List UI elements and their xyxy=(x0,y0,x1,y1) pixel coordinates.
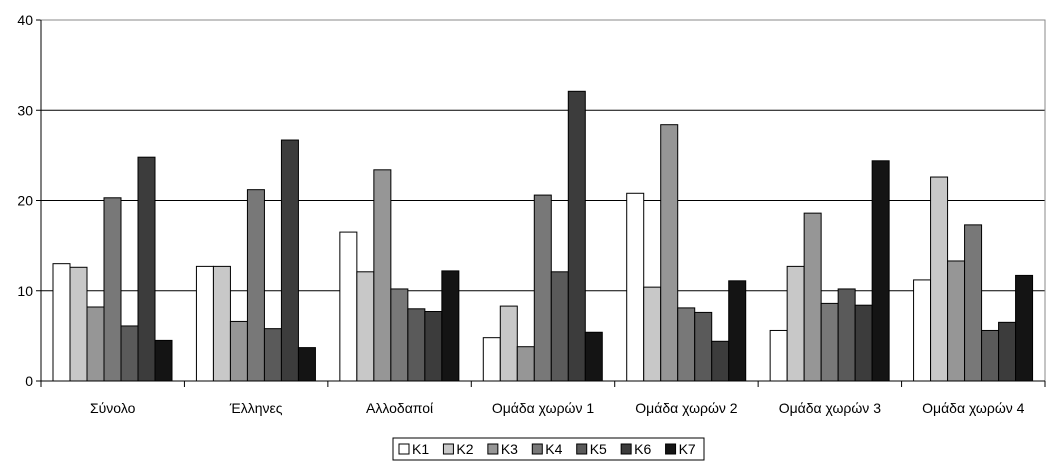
bar-k2-3 xyxy=(356,271,375,382)
bar-k7-2 xyxy=(297,347,316,382)
y-tick-label: 10 xyxy=(17,283,33,299)
legend-label-k7: K7 xyxy=(679,441,696,457)
bars xyxy=(52,90,1034,382)
bar-k5-6 xyxy=(837,288,856,382)
bar-k3-3 xyxy=(373,169,392,382)
bar-k5-1 xyxy=(120,325,139,382)
bar-k6-3 xyxy=(424,311,443,382)
bar-k7-3 xyxy=(441,270,460,382)
bar-k4-1 xyxy=(103,197,122,382)
bar-k6-4 xyxy=(567,90,586,382)
category-label: Αλλοδαποί xyxy=(366,400,433,416)
y-tick-label: 20 xyxy=(17,193,33,209)
bar-k6-7 xyxy=(998,321,1017,382)
y-tick-label: 0 xyxy=(25,373,33,389)
bar-k5-3 xyxy=(407,308,426,382)
bar-k4-7 xyxy=(964,224,983,382)
bar-k6-5 xyxy=(711,340,730,382)
bar-k2-5 xyxy=(643,286,662,382)
category-label: Ομάδα χωρών 3 xyxy=(779,400,882,416)
bar-k7-5 xyxy=(728,280,747,382)
legend-swatch-k4 xyxy=(531,443,543,455)
bar-k1-5 xyxy=(626,192,645,382)
legend-label-k5: K5 xyxy=(590,441,607,457)
bar-k7-6 xyxy=(871,160,890,382)
bar-k1-7 xyxy=(913,279,932,382)
bar-k4-5 xyxy=(677,307,696,382)
legend-swatch-k3 xyxy=(487,443,499,455)
bar-k1-6 xyxy=(769,329,788,382)
axes xyxy=(36,19,1046,387)
bar-k2-1 xyxy=(69,266,88,382)
bar-k4-3 xyxy=(390,288,409,382)
bar-k7-1 xyxy=(154,339,173,382)
bar-k3-6 xyxy=(803,212,822,382)
bar-k5-5 xyxy=(694,311,713,382)
bar-k4-2 xyxy=(246,189,265,382)
bar-k3-7 xyxy=(947,260,966,382)
y-tick-label: 30 xyxy=(17,102,33,118)
bar-k6-2 xyxy=(280,139,299,382)
bar-k7-7 xyxy=(1015,274,1034,382)
bar-k5-4 xyxy=(550,271,569,382)
bar-k3-2 xyxy=(229,320,248,382)
legend-swatch-k1 xyxy=(398,443,410,455)
category-label: Ομάδα χωρών 1 xyxy=(492,400,595,416)
bar-k4-6 xyxy=(820,302,839,382)
legend-swatch-k2 xyxy=(442,443,454,455)
bar-k5-7 xyxy=(981,329,1000,382)
bar-k6-1 xyxy=(137,156,156,382)
bar-k1-1 xyxy=(52,263,71,382)
legend: K1 K2 K3 K4 K5 K6 K7 xyxy=(392,437,705,461)
category-label: Σύνολο xyxy=(90,400,136,416)
bar-k5-2 xyxy=(263,328,282,382)
bar-k2-6 xyxy=(786,265,805,382)
bar-k4-4 xyxy=(533,194,552,382)
y-tick-labels: 0 10 20 30 40 xyxy=(17,12,33,389)
category-label: Ομάδα χωρών 2 xyxy=(635,400,738,416)
bar-k1-3 xyxy=(339,231,358,382)
category-labels: Σύνολο Έλληνες Αλλοδαποί Ομάδα χωρών 1 Ομάδα… xyxy=(90,400,1025,416)
y-tick-label: 40 xyxy=(17,12,33,28)
legend-label-k6: K6 xyxy=(634,441,651,457)
bar-k6-6 xyxy=(854,304,873,382)
bar-k3-4 xyxy=(516,346,535,382)
bar-k2-4 xyxy=(499,305,518,382)
bar-k2-7 xyxy=(930,176,949,382)
bar-k3-1 xyxy=(86,306,105,382)
legend-swatch-k5 xyxy=(576,443,588,455)
bar-k1-4 xyxy=(482,337,501,382)
bar-k7-4 xyxy=(584,331,603,382)
legend-label-k3: K3 xyxy=(501,441,518,457)
bar-k1-2 xyxy=(195,265,214,382)
legend-swatch-k7 xyxy=(665,443,677,455)
legend-label-k2: K2 xyxy=(456,441,473,457)
legend-label-k1: K1 xyxy=(412,441,429,457)
category-label: Έλληνες xyxy=(229,400,283,416)
category-label: Ομάδα χωρών 4 xyxy=(922,400,1025,416)
bar-k2-2 xyxy=(212,265,231,382)
bar-k3-5 xyxy=(660,124,679,382)
legend-swatch-k6 xyxy=(620,443,632,455)
legend-label-k4: K4 xyxy=(545,441,562,457)
